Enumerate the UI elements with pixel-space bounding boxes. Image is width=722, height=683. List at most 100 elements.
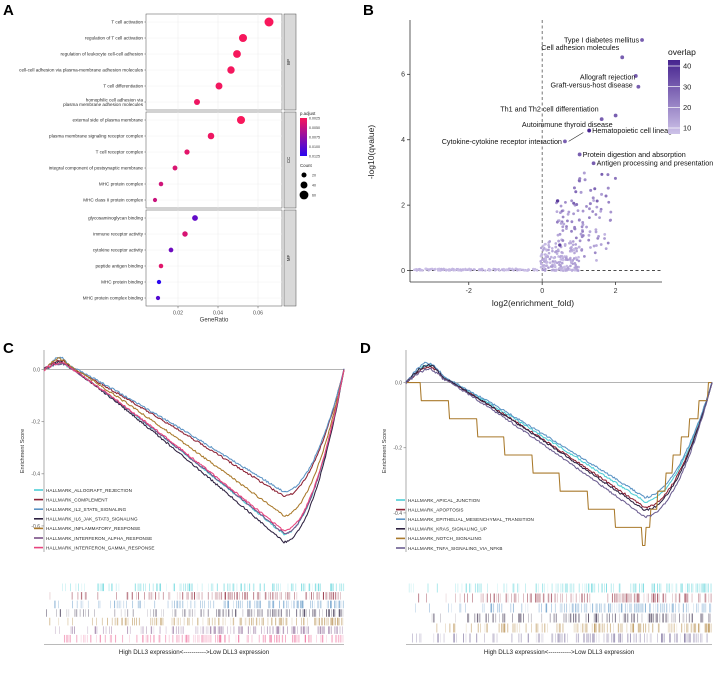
go-term-label: cell-cell adhesion via plasma-membrane a…	[19, 68, 144, 73]
volcano-point	[551, 249, 554, 253]
volcano-point	[483, 269, 487, 272]
volcano-point	[598, 216, 601, 220]
y-axis-title: -log10(qvalue)	[366, 125, 376, 180]
panel-d-gsea: 0.0 -0.2 -0.4 Enrichment Score HALLMARK_APIC…	[382, 350, 713, 656]
count-legend-tick: 60	[312, 193, 316, 197]
volcano-point	[575, 247, 578, 250]
panel-a-dotplot: BP T cell activation regulation of T cell …	[19, 13, 320, 324]
go-term-label: glycosaminoglycan binding	[88, 216, 143, 221]
volcano-point	[600, 192, 604, 196]
go-term-label: T cell receptor complex	[96, 150, 144, 155]
volcano-point	[554, 242, 558, 245]
dot-point	[207, 132, 215, 140]
dot-point	[236, 115, 246, 125]
y-tick-label: 2	[401, 203, 405, 210]
facet-BP: BP T cell activation regulation of T cell …	[19, 13, 297, 111]
volcano-point	[569, 241, 573, 245]
volcano-point	[574, 256, 578, 260]
dot-point	[155, 295, 161, 301]
volcano-point	[555, 220, 559, 224]
volcano-point	[531, 268, 535, 271]
volcano-point	[559, 204, 563, 208]
y-tick-label: 4	[401, 137, 405, 144]
overlap-legend-tick: 20	[683, 103, 691, 112]
gene-rank-barcode	[44, 583, 345, 645]
volcano-point	[543, 260, 546, 263]
volcano-point	[457, 269, 460, 272]
rank-direction-label: High DLL3 expression<----------->Low DLL…	[484, 649, 635, 656]
volcano-point	[578, 177, 582, 181]
volcano-point	[498, 269, 501, 272]
volcano-point-highlighted	[563, 139, 567, 144]
volcano-point	[553, 264, 557, 267]
volcano-point	[592, 244, 596, 248]
overlap-colorbar	[668, 60, 680, 134]
volcano-point	[552, 268, 555, 272]
go-term-label: MHC protein complex binding	[83, 296, 144, 301]
overlap-legend-tick: 10	[683, 124, 691, 133]
volcano-point	[549, 255, 553, 259]
volcano-point	[552, 256, 556, 260]
count-legend-dot	[301, 172, 307, 178]
volcano-point	[597, 235, 600, 238]
volcano-point	[544, 264, 548, 268]
x-tick-label: 0.02	[173, 310, 183, 316]
volcano-point	[564, 200, 567, 204]
volcano-point	[437, 268, 441, 272]
volcano-point	[516, 269, 519, 272]
dot-point	[192, 215, 198, 221]
volcano-point	[554, 245, 558, 249]
volcano-point	[570, 229, 573, 233]
volcano-point	[493, 267, 497, 271]
overlap-legend-title: overlap	[668, 47, 696, 57]
volcano-point	[503, 268, 506, 271]
volcano-point	[567, 210, 571, 214]
volcano-point	[560, 209, 564, 213]
volcano-point	[451, 268, 455, 271]
volcano-point	[593, 251, 597, 255]
volcano-point	[563, 242, 567, 246]
volcano-point	[561, 229, 565, 232]
volcano-point	[609, 210, 613, 214]
x-axis-title: log2(enrichment_fold)	[492, 298, 574, 308]
volcano-point	[521, 268, 525, 272]
overlap-legend-tick: 30	[683, 82, 691, 91]
facet-CC: CC external side of plasma membrane plasma…	[49, 111, 297, 209]
volcano-point	[577, 259, 581, 263]
go-term-label: cytokine receptor activity	[93, 248, 144, 253]
dot-point	[158, 263, 164, 269]
volcano-point	[550, 247, 554, 250]
volcano-point	[558, 243, 562, 247]
volcano-point	[581, 209, 585, 213]
panel-c: C 0.0 -0.2 -0.4 -0.6 Enrichment Score HALLMAR…	[0, 338, 358, 683]
volcano-point	[589, 246, 592, 249]
volcano-point	[589, 188, 593, 192]
y-axis-title: Enrichment Score	[20, 429, 26, 473]
rank-direction-label: High DLL3 expression<----------->Low DLL…	[119, 649, 270, 656]
volcano-point	[604, 194, 608, 198]
volcano-point	[539, 254, 543, 258]
gsea-legend: HALLMARK_ALLOGRAFT_REJECTION HALLMARK_COM…	[34, 488, 154, 550]
volcano-point	[572, 201, 576, 205]
volcano-point-highlighted	[587, 128, 592, 133]
pathway-annotation-label: Graft-versus-host disease	[551, 81, 633, 90]
go-term-label: T cell activation	[111, 20, 143, 25]
annotation-leader-line	[568, 132, 584, 142]
volcano-point	[585, 205, 588, 208]
volcano-point	[433, 268, 436, 271]
volcano-point	[454, 268, 457, 272]
pathway-annotation-label: Autoimmune thyroid disease	[522, 120, 613, 129]
volcano-point	[595, 199, 599, 203]
dot-point	[238, 33, 248, 43]
pathway-annotation-label: Antigen processing and presentation	[597, 159, 714, 168]
x-tick-label: 0.04	[213, 310, 223, 316]
volcano-point	[559, 221, 563, 225]
volcano-point	[594, 213, 598, 216]
gsea-legend: HALLMARK_APICAL_JUNCTION HALLMARK_APOPTOS…	[396, 498, 534, 551]
y-tick-label: -0.2	[31, 420, 40, 426]
volcano-point	[556, 248, 560, 251]
volcano-point	[547, 248, 550, 252]
padjust-legend-tick: 0.0050	[309, 126, 320, 130]
go-term-label: T cell differentiation	[103, 84, 143, 89]
volcano-point	[587, 233, 591, 237]
